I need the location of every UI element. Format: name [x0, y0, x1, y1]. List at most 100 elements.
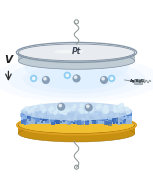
- Point: [120, 122, 122, 125]
- Point: [28, 111, 31, 114]
- Circle shape: [43, 108, 45, 110]
- Point: [99, 115, 102, 118]
- Point: [42, 113, 45, 116]
- Point: [79, 115, 82, 118]
- Circle shape: [74, 106, 76, 107]
- Circle shape: [62, 110, 64, 112]
- Point: [66, 111, 69, 114]
- Point: [66, 122, 69, 125]
- Point: [78, 118, 80, 121]
- Point: [39, 116, 41, 119]
- Point: [108, 111, 111, 114]
- Circle shape: [89, 108, 93, 113]
- Point: [46, 115, 49, 118]
- Circle shape: [52, 108, 53, 109]
- Point: [69, 114, 71, 117]
- Point: [73, 121, 75, 124]
- Point: [58, 112, 61, 115]
- Ellipse shape: [21, 102, 132, 121]
- Circle shape: [104, 110, 108, 113]
- Point: [75, 114, 78, 117]
- Point: [80, 112, 82, 115]
- Point: [37, 119, 40, 122]
- Circle shape: [67, 109, 70, 112]
- Point: [107, 111, 110, 114]
- Circle shape: [74, 76, 77, 78]
- Point: [86, 112, 88, 115]
- Point: [24, 116, 26, 119]
- Point: [50, 115, 53, 118]
- Point: [79, 119, 82, 122]
- Point: [90, 116, 92, 119]
- Point: [67, 111, 70, 114]
- Point: [62, 112, 65, 115]
- Point: [102, 117, 104, 120]
- Point: [60, 120, 63, 123]
- Point: [70, 114, 72, 117]
- Circle shape: [66, 74, 69, 77]
- Point: [93, 113, 95, 116]
- Point: [85, 118, 88, 121]
- Point: [42, 118, 44, 121]
- Point: [119, 113, 122, 116]
- Point: [46, 116, 49, 119]
- Point: [31, 116, 34, 119]
- Point: [63, 119, 65, 122]
- Point: [47, 116, 50, 119]
- Point: [35, 119, 37, 122]
- Point: [95, 111, 97, 114]
- Text: V: V: [4, 55, 12, 65]
- Point: [66, 111, 69, 114]
- Point: [120, 111, 122, 114]
- Circle shape: [125, 107, 128, 110]
- Circle shape: [42, 110, 45, 113]
- Circle shape: [87, 105, 89, 108]
- Point: [60, 117, 63, 120]
- Ellipse shape: [18, 125, 135, 142]
- Point: [120, 119, 122, 122]
- Circle shape: [59, 110, 63, 114]
- Circle shape: [57, 107, 59, 109]
- Point: [71, 118, 74, 121]
- Circle shape: [97, 104, 101, 108]
- Point: [87, 119, 90, 122]
- Circle shape: [126, 110, 130, 114]
- Circle shape: [85, 111, 87, 113]
- Point: [116, 116, 119, 119]
- Circle shape: [104, 106, 108, 110]
- Point: [43, 118, 46, 121]
- Point: [86, 119, 89, 122]
- Point: [95, 121, 98, 124]
- Text: Ag/AgCl: Ag/AgCl: [130, 80, 146, 84]
- Point: [67, 113, 70, 116]
- Point: [22, 112, 24, 115]
- Point: [114, 120, 116, 123]
- Point: [62, 117, 65, 120]
- Point: [122, 113, 125, 116]
- Point: [101, 117, 104, 120]
- Point: [36, 119, 38, 122]
- Point: [93, 120, 96, 123]
- Point: [105, 122, 108, 125]
- Point: [124, 118, 126, 121]
- Point: [46, 117, 49, 120]
- Point: [28, 115, 31, 118]
- Point: [71, 121, 73, 124]
- Point: [92, 117, 94, 120]
- Point: [60, 117, 62, 120]
- Circle shape: [34, 106, 35, 108]
- Circle shape: [55, 111, 57, 113]
- Point: [108, 116, 110, 119]
- Circle shape: [35, 106, 37, 108]
- Point: [72, 113, 74, 116]
- Point: [72, 115, 75, 118]
- Point: [25, 122, 28, 125]
- Circle shape: [56, 106, 60, 110]
- Point: [23, 114, 26, 117]
- Point: [25, 117, 27, 120]
- Point: [100, 118, 103, 121]
- Point: [109, 121, 111, 124]
- Point: [97, 116, 99, 119]
- Point: [37, 120, 39, 123]
- Point: [111, 115, 113, 118]
